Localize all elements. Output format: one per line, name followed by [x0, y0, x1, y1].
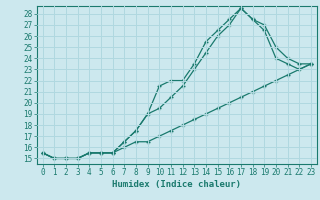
X-axis label: Humidex (Indice chaleur): Humidex (Indice chaleur) — [112, 180, 241, 189]
